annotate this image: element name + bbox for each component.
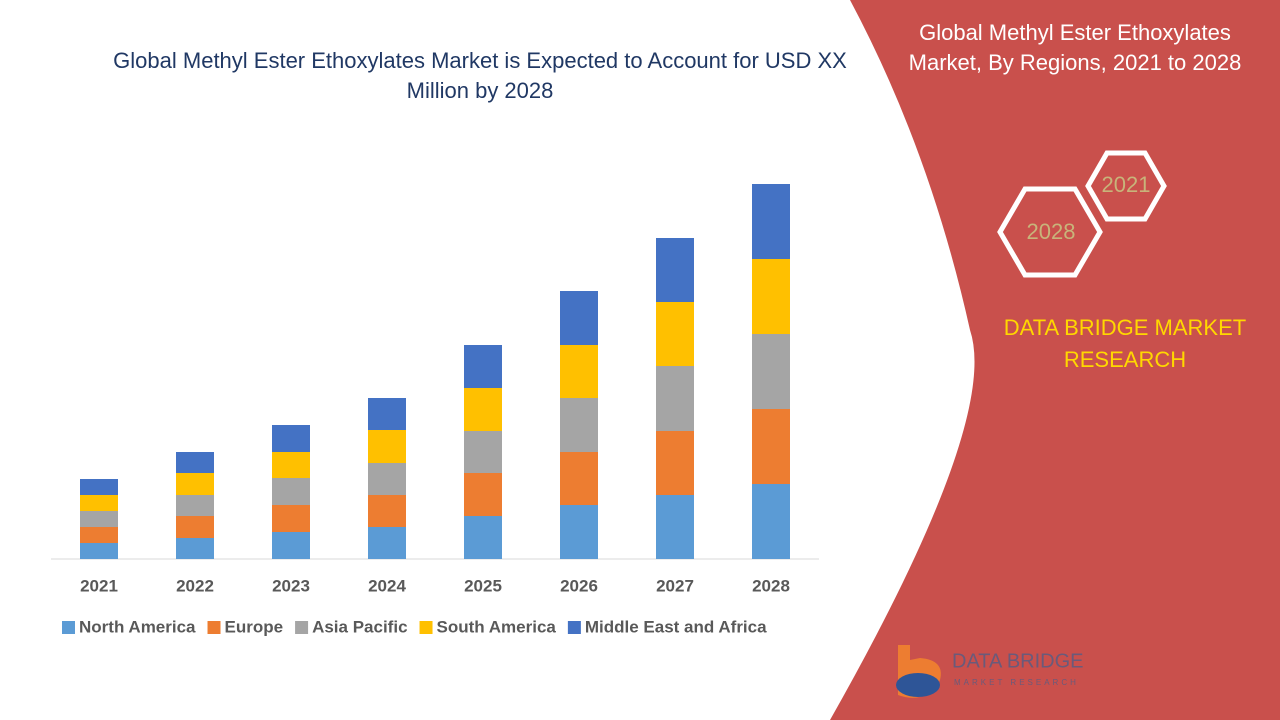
legend-label: Middle East and Africa — [585, 617, 767, 636]
bar-segment — [80, 543, 118, 559]
hexagon — [997, 186, 1103, 278]
legend-swatch — [62, 621, 75, 634]
bar-segment — [464, 473, 502, 516]
hex-label: 2028 — [1027, 219, 1076, 244]
bar-segment — [752, 334, 790, 409]
x-tick-label: 2028 — [752, 576, 790, 595]
x-tick-label: 2024 — [368, 576, 406, 595]
bar-segment — [272, 505, 310, 532]
bar-segment — [656, 238, 694, 302]
bar-segment — [368, 463, 406, 495]
bar-segment — [368, 430, 406, 463]
legend-swatch — [295, 621, 309, 634]
bar-segment — [368, 527, 406, 559]
bar-segment — [752, 259, 790, 334]
chart-title: Global Methyl Ester Ethoxylates Market i… — [113, 48, 847, 103]
bar-segment — [560, 452, 598, 505]
bar-segment — [176, 538, 214, 559]
bar-segment — [176, 495, 214, 516]
bar-segment — [80, 495, 118, 511]
brand: DATA BRIDGE MARKET RESEARCH — [1003, 315, 1247, 372]
legend-label: South America — [437, 617, 557, 636]
logo-name: DATA BRIDGE — [952, 650, 1084, 672]
bar-segment — [176, 516, 214, 538]
bar-segment — [656, 366, 694, 431]
bar-segment — [80, 511, 118, 527]
legend-label: Asia Pacific — [312, 617, 407, 636]
bar-segment — [464, 516, 502, 559]
logo-tagline: MARKET RESEARCH — [954, 678, 1079, 687]
bar-segment — [368, 495, 406, 527]
bar-segment — [368, 398, 406, 430]
bar-segment — [80, 479, 118, 495]
bar-segment — [752, 184, 790, 259]
bar-segment — [752, 484, 790, 559]
bar-segment — [272, 452, 310, 478]
bar-segment — [560, 291, 598, 345]
bar-segment — [272, 532, 310, 559]
bar-segment — [560, 505, 598, 559]
hexagon — [1085, 150, 1167, 222]
x-tick-label: 2027 — [656, 576, 694, 595]
legend-swatch — [207, 621, 221, 634]
legend-label: North America — [79, 617, 196, 636]
x-tick-label: 2021 — [80, 576, 118, 595]
x-tick-label: 2025 — [464, 576, 502, 595]
bar-segment — [464, 431, 502, 473]
bar-segment — [80, 527, 118, 543]
legend-swatch — [419, 621, 433, 634]
bar-segment — [176, 473, 214, 495]
side-panel-bg — [830, 0, 1280, 720]
bar-segment — [656, 431, 694, 495]
bar-segment — [272, 425, 310, 452]
bar-segment — [272, 478, 310, 505]
x-tick-label: 2026 — [560, 576, 598, 595]
bar-segment — [560, 345, 598, 398]
x-tick-label: 2022 — [176, 576, 214, 595]
legend-swatch — [567, 621, 581, 634]
logo-icon — [896, 645, 941, 698]
x-tick-label: 2023 — [272, 576, 310, 595]
bar-segment — [656, 495, 694, 559]
hex-label: 2021 — [1102, 172, 1151, 197]
bar-segment — [560, 398, 598, 452]
bar-segment — [464, 388, 502, 431]
bar-segment — [176, 452, 214, 473]
side-title: Global Methyl Ester Ethoxylates Market, … — [908, 20, 1242, 75]
bar-segment — [752, 409, 790, 484]
legend-label: Europe — [225, 617, 284, 636]
bar-segment — [656, 302, 694, 366]
bar-segment — [464, 345, 502, 388]
